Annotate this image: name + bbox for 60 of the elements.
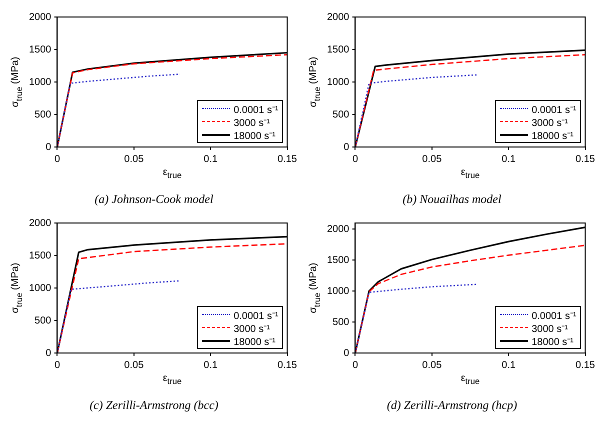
y-tick-label: 1000 [326, 76, 350, 88]
y-tick-label: 2000 [326, 224, 350, 235]
line-series [57, 74, 181, 147]
text: (b) Nouailhas model [402, 192, 502, 207]
text: (a) Johnson-Cook model [94, 192, 214, 207]
x-tick-label: 0.15 [278, 154, 298, 165]
legend-label: 18000 s⁻¹ [532, 336, 574, 348]
y-tick-label: 1500 [326, 44, 350, 56]
x-axis-title: ε$_{true}$ [460, 167, 480, 180]
legend-label: 3000 s⁻¹ [234, 116, 270, 128]
y-tick-label: 0 [344, 142, 350, 153]
line-series [355, 284, 479, 353]
y-tick-label: 1500 [326, 254, 350, 266]
y-tick-label: 500 [332, 316, 350, 328]
x-tick-label: 0.1 [204, 360, 218, 371]
y-tick-label: 1000 [28, 76, 52, 88]
y-tick-label: 1500 [28, 250, 52, 262]
y-tick-label: 0 [344, 348, 350, 359]
text: (d) Zerilli-Armstrong (hcp) [386, 398, 518, 413]
y-tick-label: 2000 [326, 12, 350, 23]
line-series [355, 74, 479, 147]
legend-label: 0.0001 s⁻¹ [234, 310, 278, 322]
text: (c) Zerilli-Armstrong (bcc) [88, 398, 220, 413]
legend-label: 0.0001 s⁻¹ [532, 310, 576, 322]
y-tick-label: 1000 [326, 286, 350, 297]
x-tick-label: 0.05 [422, 154, 442, 165]
x-tick-label: 0 [54, 360, 60, 371]
y-tick-label: 0 [46, 142, 52, 153]
x-tick-label: 0.1 [502, 360, 516, 371]
y-tick-label: 2000 [28, 218, 52, 229]
legend-label: 18000 s⁻¹ [234, 336, 276, 348]
y-tick-label: 1000 [28, 282, 52, 294]
x-axis-title: ε$_{true}$ [162, 167, 182, 180]
legend-label: 0.0001 s⁻¹ [234, 104, 278, 116]
x-tick-label: 0.1 [502, 154, 516, 165]
x-tick-label: 0 [352, 154, 358, 165]
legend-label: 18000 s⁻¹ [532, 130, 574, 142]
legend-label: 3000 s⁻¹ [532, 322, 568, 334]
legend-label: 0.0001 s⁻¹ [532, 104, 576, 116]
y-tick-label: 2000 [28, 12, 52, 23]
x-tick-label: 0.05 [124, 154, 144, 165]
x-tick-label: 0.05 [124, 360, 144, 371]
legend-label: 3000 s⁻¹ [532, 116, 568, 128]
x-tick-label: 0.1 [204, 154, 218, 165]
y-tick-label: 500 [34, 315, 52, 326]
x-axis-title: ε$_{true}$ [460, 373, 480, 386]
x-tick-label: 0.15 [278, 360, 298, 371]
x-tick-label: 0 [54, 154, 60, 165]
x-tick-label: 0.15 [576, 154, 596, 165]
line-series [57, 280, 181, 353]
x-tick-label: 0.15 [576, 360, 596, 371]
legend-label: 18000 s⁻¹ [234, 130, 276, 142]
legend-label: 3000 s⁻¹ [234, 322, 270, 334]
x-axis-title: ε$_{true}$ [162, 373, 182, 386]
y-tick-label: 0 [46, 348, 52, 359]
y-tick-label: 500 [332, 109, 350, 120]
y-tick-label: 500 [34, 109, 52, 120]
y-tick-label: 1500 [28, 44, 52, 56]
x-tick-label: 0.05 [422, 360, 442, 371]
x-tick-label: 0 [352, 360, 358, 371]
